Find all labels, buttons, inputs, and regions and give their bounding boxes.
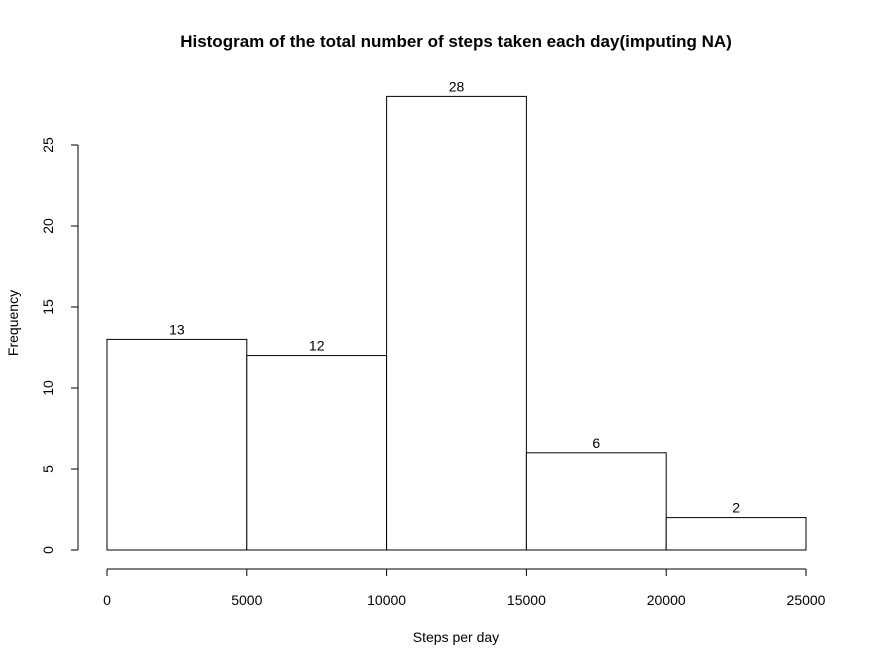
y-tick-label: 20 (40, 218, 56, 234)
bar-data-label: 13 (169, 321, 185, 337)
x-tick-label: 25000 (787, 592, 826, 608)
bar-data-label: 12 (309, 338, 325, 354)
histogram-bar (246, 355, 388, 551)
y-tick-label: 15 (40, 299, 56, 315)
bar-data-label: 2 (732, 500, 740, 516)
bar-data-label: 28 (449, 78, 465, 94)
bar-data-label: 6 (592, 435, 600, 451)
y-axis: 0 5 10 15 20 25 (40, 137, 79, 554)
y-axis-label: Frequency (5, 290, 21, 356)
x-tick-label: 0 (103, 592, 111, 608)
x-axis: 0 5000 10000 15000 20000 25000 (103, 568, 826, 608)
histogram-bar (386, 95, 527, 551)
bar-labels-group: 13 12 28 6 2 (169, 78, 740, 515)
x-tick-label: 15000 (507, 592, 546, 608)
x-tick-label: 10000 (367, 592, 406, 608)
y-tick-label: 0 (40, 546, 56, 554)
chart-title: Histogram of the total number of steps t… (180, 32, 732, 51)
x-tick-label: 20000 (647, 592, 686, 608)
x-axis-label: Steps per day (413, 629, 499, 645)
y-tick-label: 5 (40, 465, 56, 473)
histogram-bar (525, 452, 667, 551)
x-tick-label: 5000 (231, 592, 262, 608)
histogram-bar (665, 517, 807, 551)
y-tick-label: 10 (40, 380, 56, 396)
y-tick-label: 25 (40, 137, 56, 153)
histogram-bar (106, 338, 248, 551)
bars-group (106, 95, 807, 551)
